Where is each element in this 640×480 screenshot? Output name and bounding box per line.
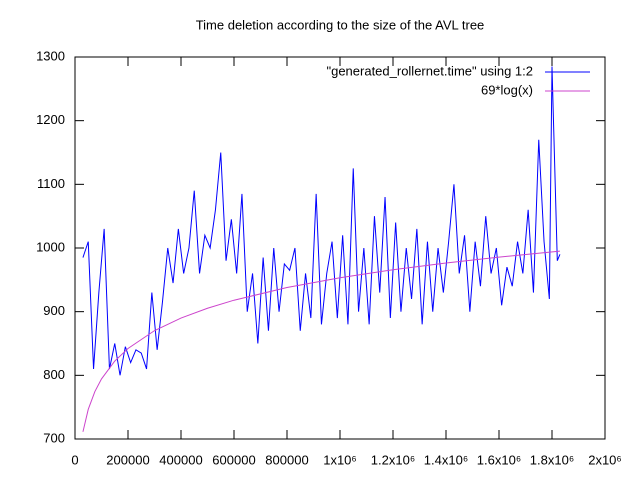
y-tick-label: 700 xyxy=(43,430,65,445)
x-tick-label: 1.2x10⁶ xyxy=(371,452,415,467)
y-tick-label: 900 xyxy=(43,303,65,318)
x-tick-label: 1.4x10⁶ xyxy=(424,452,468,467)
x-tick-label: 2x10⁶ xyxy=(588,452,622,467)
y-tick-label: 1300 xyxy=(36,48,65,63)
x-tick-label: 600000 xyxy=(212,452,255,467)
y-tick-label: 1000 xyxy=(36,239,65,254)
x-tick-label: 1.6x10⁶ xyxy=(477,452,521,467)
x-tick-label: 800000 xyxy=(265,452,308,467)
y-tick-label: 1100 xyxy=(37,176,65,191)
y-tick-label: 800 xyxy=(43,367,65,382)
x-tick-label: 0 xyxy=(71,452,78,467)
y-tick-label: 1200 xyxy=(36,112,65,127)
x-tick-label: 1.8x10⁶ xyxy=(530,452,574,467)
chart-title: Time deletion according to the size of t… xyxy=(196,17,485,32)
data-line xyxy=(82,250,560,432)
plot-border xyxy=(74,56,606,440)
x-tick-label: 200000 xyxy=(106,452,149,467)
legend-label: "generated_rollernet.time" using 1:2 xyxy=(326,63,533,78)
data-line xyxy=(82,66,561,376)
legend-label: 69*log(x) xyxy=(481,82,533,97)
x-tick-label: 1x10⁶ xyxy=(323,452,357,467)
x-tick-label: 400000 xyxy=(159,452,202,467)
